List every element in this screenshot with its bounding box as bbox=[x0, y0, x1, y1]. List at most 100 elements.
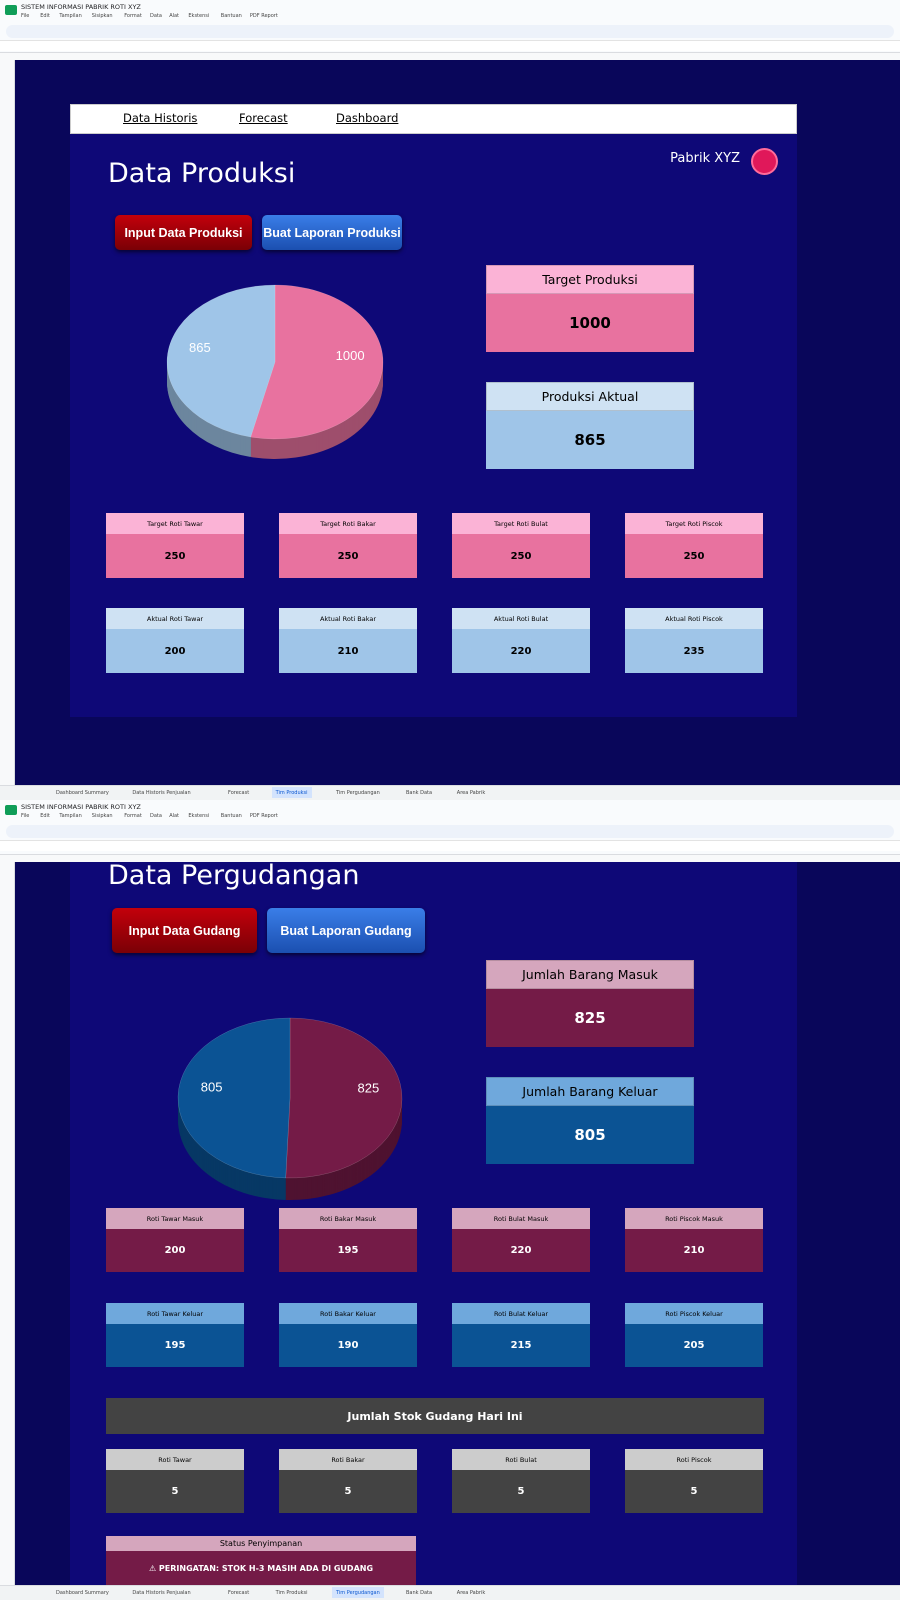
sheet-tab[interactable]: Forecast bbox=[228, 1589, 250, 1596]
card-value: 235 bbox=[625, 629, 763, 673]
card-header: Roti Piscok Keluar bbox=[625, 1303, 763, 1324]
card-value: 210 bbox=[625, 1229, 763, 1272]
heading: Data Produksi bbox=[108, 158, 296, 189]
app-icon bbox=[5, 5, 17, 15]
card-value: 200 bbox=[106, 629, 244, 673]
menu-item[interactable]: Data bbox=[150, 813, 162, 819]
stock-value: 5 bbox=[279, 1470, 417, 1513]
card-header: Roti Tawar Keluar bbox=[106, 1303, 244, 1324]
card-header: Target Roti Piscok bbox=[625, 513, 763, 534]
menu-item[interactable]: Alat bbox=[169, 13, 180, 19]
menu-item[interactable]: Sisipkan bbox=[91, 13, 113, 19]
card-value: 195 bbox=[279, 1229, 417, 1272]
input-button[interactable]: Input Data Gudang bbox=[112, 908, 257, 953]
stock-value: 5 bbox=[452, 1470, 590, 1513]
card-header: Roti Bakar Keluar bbox=[279, 1303, 417, 1324]
menu-item[interactable]: Ekstensi bbox=[188, 813, 210, 819]
summary-value: 825 bbox=[486, 989, 694, 1047]
toolbar bbox=[6, 825, 894, 838]
card-value: 220 bbox=[452, 1229, 590, 1272]
column-header bbox=[0, 52, 900, 60]
menu-item[interactable]: Ekstensi bbox=[188, 13, 210, 19]
menu-item[interactable]: Sisipkan bbox=[91, 813, 113, 819]
card-header: Aktual Roti Piscok bbox=[625, 608, 763, 629]
card-value: 200 bbox=[106, 1229, 244, 1272]
menu-item[interactable]: Edit bbox=[40, 13, 50, 19]
summary-header: Jumlah Barang Keluar bbox=[486, 1077, 694, 1106]
brand: Pabrik XYZ bbox=[670, 151, 740, 166]
summary-value: 805 bbox=[486, 1106, 694, 1164]
report-button[interactable]: Buat Laporan Gudang bbox=[267, 908, 425, 953]
menu-item[interactable]: Format bbox=[124, 13, 142, 19]
sheet-tab[interactable]: Tim Produksi bbox=[271, 787, 312, 798]
menu-item[interactable]: PDF Report bbox=[249, 813, 278, 819]
card-header: Aktual Roti Bulat bbox=[452, 608, 590, 629]
sheet-tab[interactable]: Area Pabrik bbox=[456, 789, 486, 796]
card-header: Target Roti Bulat bbox=[452, 513, 590, 534]
card-value: 205 bbox=[625, 1324, 763, 1367]
heading: Data Pergudangan bbox=[108, 860, 360, 891]
card-value: 190 bbox=[279, 1324, 417, 1367]
menu-item[interactable]: Alat bbox=[169, 813, 180, 819]
summary-header: Jumlah Barang Masuk bbox=[486, 960, 694, 989]
sheet-tab[interactable]: Bank Data bbox=[406, 1589, 433, 1596]
card-value: 220 bbox=[452, 629, 590, 673]
stock-header: Roti Piscok bbox=[625, 1449, 763, 1470]
row-numbers bbox=[0, 60, 15, 785]
sheet-tab[interactable]: Tim Pergudangan bbox=[332, 1587, 384, 1598]
card-header: Roti Piscok Masuk bbox=[625, 1208, 763, 1229]
card-value: 215 bbox=[452, 1324, 590, 1367]
toolbar bbox=[6, 25, 894, 38]
menu-item[interactable]: Format bbox=[124, 813, 142, 819]
menu-item[interactable]: Tampilan bbox=[59, 13, 82, 19]
menu-item[interactable]: Data bbox=[150, 13, 162, 19]
status-header: Status Penyimpanan bbox=[106, 1536, 416, 1551]
tabs-bar bbox=[0, 785, 900, 800]
formula-bar bbox=[0, 40, 900, 51]
doc-title: SISTEM INFORMASI PABRIK ROTI XYZ bbox=[21, 3, 141, 11]
card-value: 250 bbox=[452, 534, 590, 578]
card-value: 250 bbox=[625, 534, 763, 578]
menu-item[interactable]: File bbox=[21, 813, 30, 819]
stock-header: Roti Bulat bbox=[452, 1449, 590, 1470]
sheet-tab[interactable]: Bank Data bbox=[406, 789, 433, 796]
sheet-tab[interactable]: Tim Produksi bbox=[275, 1589, 308, 1596]
sheet-tab[interactable]: Data Historis Penjualan bbox=[132, 789, 191, 796]
menu-item[interactable]: Bantuan bbox=[220, 813, 242, 819]
menu-item[interactable]: Edit bbox=[40, 813, 50, 819]
stock-value: 5 bbox=[625, 1470, 763, 1513]
nav-link[interactable]: Data Historis bbox=[123, 111, 198, 125]
stock-header: Roti Tawar bbox=[106, 1449, 244, 1470]
row-numbers bbox=[0, 862, 15, 1585]
card-header: Roti Bulat Masuk bbox=[452, 1208, 590, 1229]
card-value: 250 bbox=[106, 534, 244, 578]
sheet-tab[interactable]: Data Historis Penjualan bbox=[132, 1589, 191, 1596]
summary-header: Target Produksi bbox=[486, 265, 694, 294]
stock-title: Jumlah Stok Gudang Hari Ini bbox=[106, 1398, 764, 1434]
menu-item[interactable]: Bantuan bbox=[220, 13, 242, 19]
card-value: 210 bbox=[279, 629, 417, 673]
menu-item[interactable]: File bbox=[21, 13, 30, 19]
avatar[interactable] bbox=[751, 148, 778, 175]
nav-link[interactable]: Dashboard bbox=[336, 111, 399, 125]
menu-item[interactable]: PDF Report bbox=[249, 13, 278, 19]
formula-bar bbox=[0, 840, 900, 851]
menu-item[interactable]: Tampilan bbox=[59, 813, 82, 819]
card-header: Roti Bakar Masuk bbox=[279, 1208, 417, 1229]
sheet-tab[interactable]: Dashboard Summary bbox=[56, 789, 109, 796]
sheet-tab[interactable]: Area Pabrik bbox=[456, 1589, 486, 1596]
stock-value: 5 bbox=[106, 1470, 244, 1513]
sheet-tab[interactable]: Forecast bbox=[228, 789, 250, 796]
card-header: Target Roti Bakar bbox=[279, 513, 417, 534]
card-header: Roti Bulat Keluar bbox=[452, 1303, 590, 1324]
input-button[interactable]: Input Data Produksi bbox=[115, 215, 252, 250]
nav-link[interactable]: Forecast bbox=[239, 111, 288, 125]
card-header: Aktual Roti Tawar bbox=[106, 608, 244, 629]
report-button[interactable]: Buat Laporan Produksi bbox=[262, 215, 402, 250]
sheet-tab[interactable]: Dashboard Summary bbox=[56, 1589, 109, 1596]
sheet-tab[interactable]: Tim Pergudangan bbox=[336, 789, 380, 796]
card-header: Target Roti Tawar bbox=[106, 513, 244, 534]
tabs-bar bbox=[0, 1585, 900, 1600]
